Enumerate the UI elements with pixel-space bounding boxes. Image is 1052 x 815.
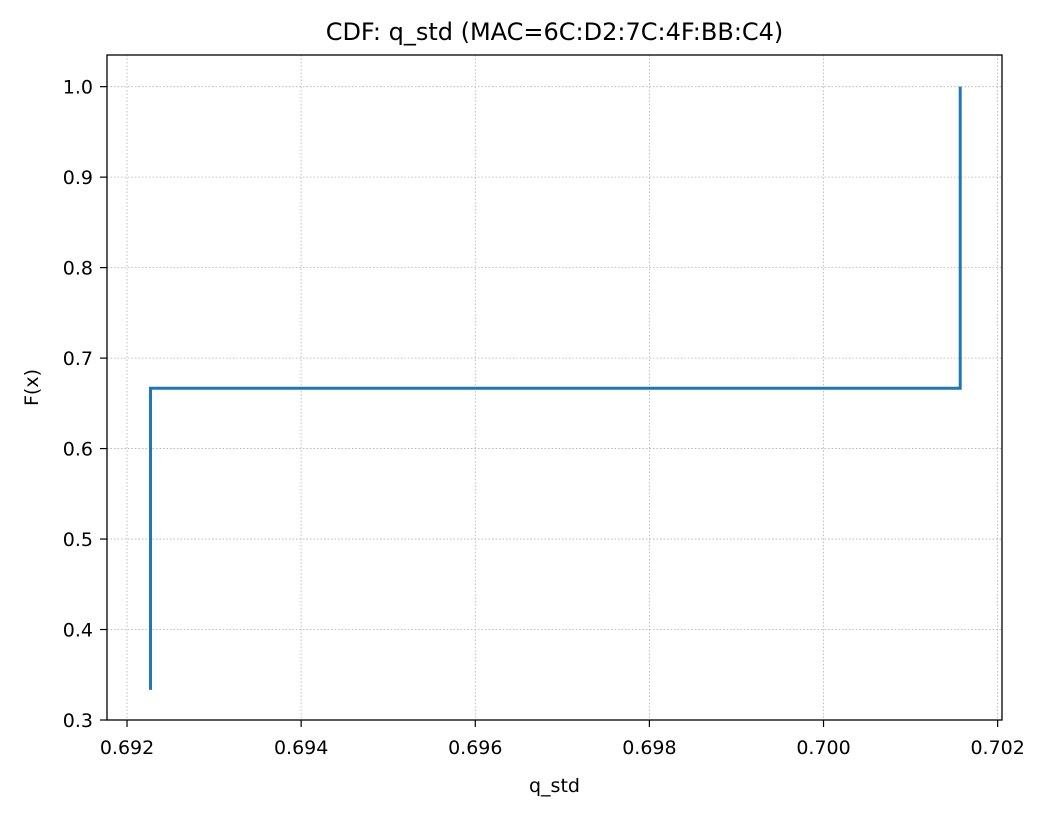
y-tick-label: 0.4 <box>63 620 93 642</box>
x-axis-title: q_std <box>529 775 580 797</box>
x-tick-label: 0.696 <box>448 737 502 759</box>
ticks: 0.692 0.694 0.696 0.698 0.700 0.702 0.3 0.4 0.5 0… <box>63 77 1025 759</box>
chart-title: CDF: q_std (MAC=6C:D2:7C:4F:BB:C4) <box>326 18 784 46</box>
x-tick-label: 0.694 <box>274 737 328 759</box>
x-tick-label: 0.702 <box>970 737 1024 759</box>
plot-frame <box>106 54 1003 721</box>
cdf-step-line <box>149 86 962 690</box>
y-tick-label: 0.9 <box>63 167 93 189</box>
y-tick-label: 0.3 <box>63 710 93 732</box>
x-tick-label: 0.698 <box>622 737 676 759</box>
x-tick-label: 0.700 <box>796 737 850 759</box>
x-tick-label: 0.692 <box>100 737 154 759</box>
y-tick-label: 1.0 <box>63 77 93 99</box>
series-layer <box>149 86 962 690</box>
y-tick-label: 0.6 <box>63 439 93 461</box>
y-tick-label: 0.7 <box>63 348 93 370</box>
y-tick-label: 0.5 <box>63 529 93 551</box>
y-tick-label: 0.8 <box>63 258 93 280</box>
y-axis-title: F(x) <box>21 369 43 406</box>
